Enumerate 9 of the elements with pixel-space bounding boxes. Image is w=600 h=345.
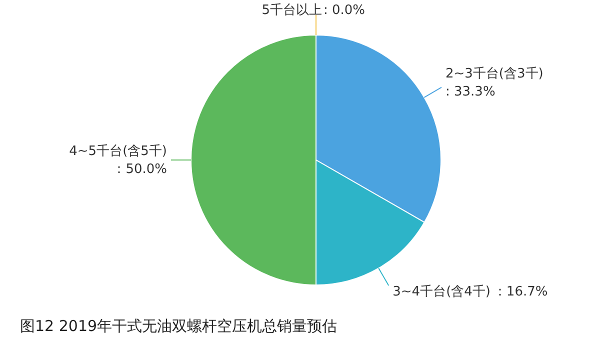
data-label: ：16.7% (493, 284, 548, 300)
text: : 0.0% (324, 3, 366, 18)
slice-label: 4~5千台(含5千) (69, 144, 167, 159)
category-label: 5千台以上 (262, 3, 322, 18)
slice-label: 3~4千台(含4千) (392, 284, 490, 300)
slice-label: 2~3千台(含3千) (446, 66, 544, 82)
text: 图12 2019年干式无油双螺杆空压机总销量预估 (20, 317, 338, 335)
data-label: ：50.0% (112, 162, 167, 177)
data-label: : 33.3% (446, 84, 496, 100)
